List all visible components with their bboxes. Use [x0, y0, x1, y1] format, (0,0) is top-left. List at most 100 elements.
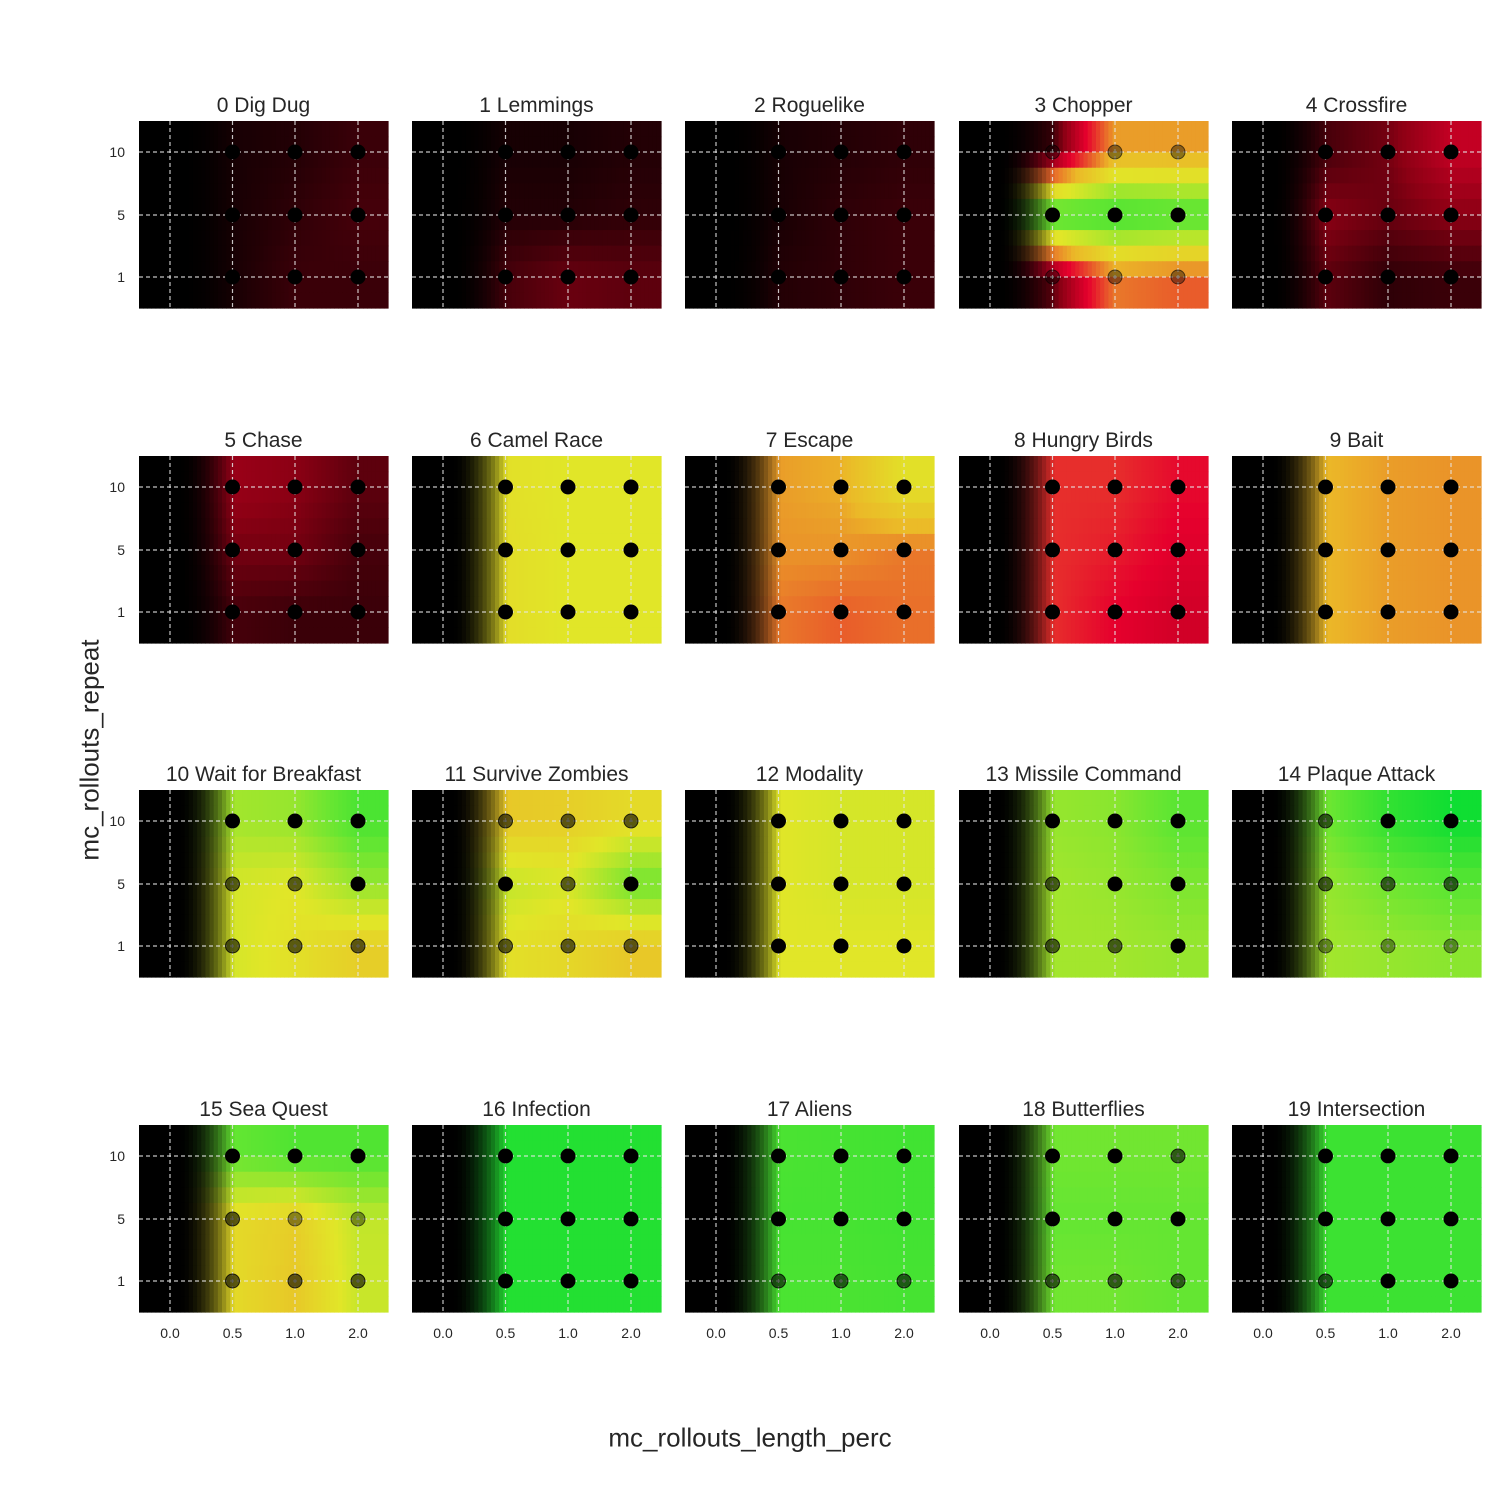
heat-cell	[1456, 292, 1461, 308]
heat-cell	[636, 168, 641, 184]
heat-cell	[520, 261, 525, 277]
heat-cell	[176, 292, 181, 308]
heat-cell	[967, 152, 972, 168]
heat-cell	[689, 246, 694, 262]
heat-cell	[520, 121, 525, 137]
heat-cell	[449, 121, 454, 137]
heat-cell	[880, 183, 885, 199]
heat-cell	[1294, 183, 1299, 199]
heat-cell	[624, 183, 629, 199]
heat-cell	[1431, 168, 1436, 184]
heat-cell	[176, 581, 181, 597]
heat-cell	[632, 518, 637, 534]
heat-cell	[466, 456, 471, 472]
heat-cell	[1332, 121, 1337, 137]
heat-cell	[657, 183, 662, 199]
heat-cell	[1079, 137, 1084, 153]
heat-cell	[649, 183, 654, 199]
heat-cell	[727, 121, 732, 137]
heat-cell	[160, 581, 165, 597]
heat-cell	[147, 261, 152, 277]
heat-cell	[1327, 168, 1332, 184]
heat-cell	[272, 596, 277, 612]
heat-cell	[801, 246, 806, 262]
heat-cell	[739, 215, 744, 231]
heat-cell	[1117, 292, 1122, 308]
heat-cell	[1440, 277, 1445, 293]
heat-cell	[330, 550, 335, 566]
heat-cell	[851, 277, 856, 293]
heat-cell	[424, 215, 429, 231]
heat-cell	[297, 581, 302, 597]
heat-cell	[416, 246, 421, 262]
heat-cell	[313, 230, 318, 246]
heat-cell	[996, 121, 1001, 137]
heat-cell	[185, 121, 190, 137]
heat-cell	[420, 261, 425, 277]
heat-cell	[541, 183, 546, 199]
heat-cell	[863, 246, 868, 262]
heat-cell	[607, 550, 612, 566]
heat-cell	[164, 215, 169, 231]
heat-cell	[1253, 277, 1258, 293]
heat-cell	[478, 230, 483, 246]
heat-cell	[185, 518, 190, 534]
heat-cell	[176, 627, 181, 643]
heat-cell	[1158, 230, 1163, 246]
heat-cell	[1398, 277, 1403, 293]
heat-cell	[384, 581, 389, 597]
heat-cell	[251, 503, 256, 519]
heat-cell	[380, 292, 385, 308]
heat-cell	[1191, 292, 1196, 308]
heat-cell	[330, 152, 335, 168]
heat-cell	[516, 277, 521, 293]
heat-cell	[264, 503, 269, 519]
heat-cell	[624, 292, 629, 308]
heat-cell	[1332, 230, 1337, 246]
heat-cell	[380, 261, 385, 277]
heat-cell	[429, 518, 434, 534]
heat-cell	[1162, 277, 1167, 293]
heat-cell	[197, 246, 202, 262]
heat-cell	[1001, 199, 1006, 215]
heat-cell	[582, 503, 587, 519]
heat-cell	[644, 581, 649, 597]
heat-cell	[483, 596, 488, 612]
heat-cell	[1415, 277, 1420, 293]
heat-cell	[590, 261, 595, 277]
heat-cell	[218, 261, 223, 277]
heat-cell	[1154, 137, 1159, 153]
heat-cell	[1167, 292, 1172, 308]
heat-cell	[1200, 121, 1205, 137]
heat-cell	[234, 456, 239, 472]
heat-cell	[607, 168, 612, 184]
heat-cell	[996, 137, 1001, 153]
heat-cell	[151, 518, 156, 534]
heat-cell	[454, 215, 459, 231]
heat-cell	[1196, 152, 1201, 168]
heat-cell	[1290, 199, 1295, 215]
heat-cell	[545, 137, 550, 153]
heat-cell	[743, 230, 748, 246]
y-tick-label: 1	[117, 269, 125, 285]
heat-cell	[797, 277, 802, 293]
heat-cell	[226, 627, 231, 643]
heat-cell	[483, 183, 488, 199]
heat-cell	[1137, 292, 1142, 308]
heat-cell	[1191, 215, 1196, 231]
heat-cell	[384, 215, 389, 231]
heat-cell	[255, 137, 260, 153]
heat-cell	[1410, 183, 1415, 199]
heat-cell	[897, 183, 902, 199]
heat-cell	[1286, 230, 1291, 246]
heat-cell	[268, 627, 273, 643]
heat-cell	[376, 292, 381, 308]
heat-cell	[197, 215, 202, 231]
y-tick-label: 10	[109, 144, 125, 160]
heat-cell	[218, 199, 223, 215]
heat-cell	[1121, 292, 1126, 308]
heat-cell	[1084, 292, 1089, 308]
heat-cell	[342, 596, 347, 612]
heat-cell	[545, 550, 550, 566]
heat-cell	[549, 261, 554, 277]
